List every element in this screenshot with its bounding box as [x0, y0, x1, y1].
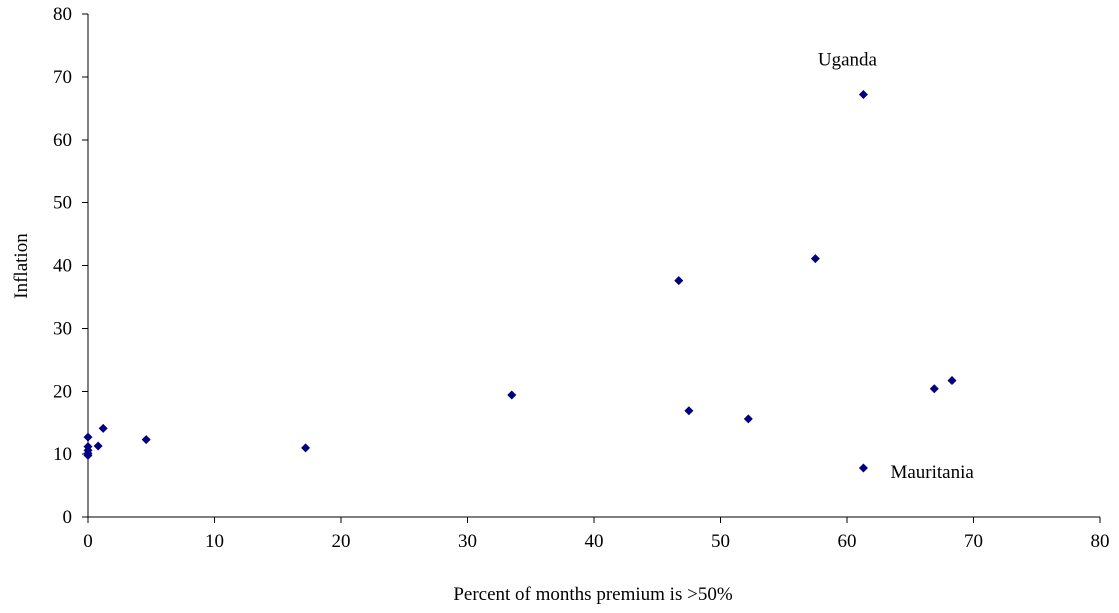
y-tick-label: 10 — [53, 444, 72, 465]
x-tick-label: 30 — [458, 531, 477, 552]
data-point — [93, 441, 103, 451]
data-point — [98, 423, 108, 433]
data-point — [810, 254, 820, 264]
data-point — [947, 376, 957, 386]
data-point — [684, 406, 694, 416]
ticks: 0 10 20 30 40 50 60 70 80 0 10 20 30 40 50 60 70 80 — [53, 4, 1110, 552]
data-point — [83, 450, 93, 460]
y-tick-label: 30 — [53, 318, 72, 339]
y-tick-label: 0 — [63, 507, 73, 528]
axes — [87, 14, 1100, 518]
x-tick-label: 50 — [711, 531, 730, 552]
x-tick-label: 10 — [205, 531, 224, 552]
x-tick-label: 20 — [332, 531, 351, 552]
x-tick-label: 80 — [1091, 531, 1110, 552]
data-point — [674, 276, 684, 286]
data-point — [507, 390, 517, 400]
data-point — [858, 463, 868, 473]
data-point — [83, 432, 93, 442]
x-tick-label: 60 — [838, 531, 857, 552]
data-point — [743, 414, 753, 424]
data-point — [929, 384, 939, 394]
annotation-mauritania: Mauritania — [890, 462, 974, 483]
y-tick-label: 20 — [53, 381, 72, 402]
annotation-uganda: Uganda — [818, 49, 878, 70]
x-tick-label: 70 — [964, 531, 983, 552]
y-tick-label: 80 — [53, 4, 72, 25]
x-tick-label: 40 — [585, 531, 604, 552]
y-tick-label: 40 — [53, 256, 72, 277]
data-point — [301, 443, 311, 453]
x-tick-label: 0 — [83, 531, 93, 552]
y-tick-label: 50 — [53, 193, 72, 214]
data-point — [141, 435, 151, 445]
y-tick-label: 70 — [53, 67, 72, 88]
data-point — [858, 89, 868, 99]
data-points — [83, 89, 957, 473]
y-axis-title: Inflation — [11, 233, 32, 299]
y-tick-label: 60 — [53, 130, 72, 151]
annotations: Uganda Mauritania — [818, 49, 974, 482]
x-axis-title: Percent of months premium is >50% — [453, 584, 732, 605]
